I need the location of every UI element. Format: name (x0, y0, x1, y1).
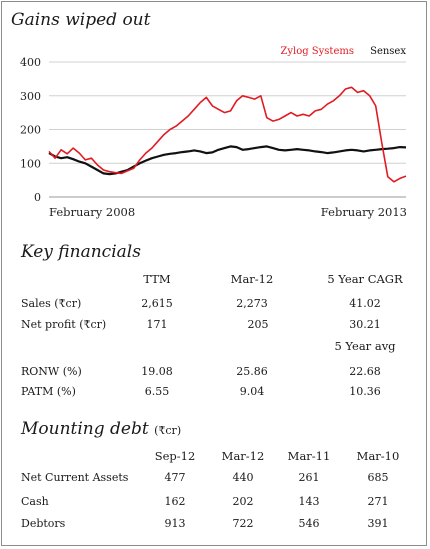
kf-cell: 2,615 (141, 297, 173, 310)
mounting-debt-unit: (₹cr) (154, 424, 182, 437)
kf-cell: 19.08 (141, 365, 173, 378)
x-label-start: February 2008 (49, 205, 135, 219)
md-cell: 440 (232, 471, 254, 484)
kf-cell: 205 (247, 318, 269, 331)
md-col: Mar-10 (356, 449, 400, 463)
md-cell: 391 (367, 517, 389, 530)
kf-col-mar12: Mar-12 (230, 272, 274, 286)
md-col: Mar-11 (287, 449, 331, 463)
md-cell: 162 (164, 495, 186, 508)
kf-cell: 30.21 (349, 318, 381, 331)
kf-col-ttm: TTM (143, 272, 171, 286)
y-tick-label: 200 (20, 124, 41, 137)
kf-cell: 25.86 (236, 365, 268, 378)
kf-subheader: 5 Year avg (334, 339, 396, 353)
kf-row-label: PATM (%) (21, 385, 76, 398)
md-row-label: Net Current Assets (21, 471, 129, 484)
line-chart: 0 100 200 300 400 February 2008 February 2013 S… (20, 46, 407, 219)
kf-row-label: Net profit (₹cr) (21, 318, 107, 331)
y-tick-label: 100 (20, 157, 41, 170)
kf-cell: 22.68 (349, 365, 381, 378)
kf-cell: 2,273 (236, 297, 268, 310)
md-row-label: Cash (21, 495, 49, 508)
mounting-debt-title-text: Mounting debt (21, 419, 149, 439)
y-tick-label: 400 (20, 56, 41, 69)
md-cell: 143 (298, 495, 320, 508)
key-financials-title: Key financials (21, 242, 141, 262)
y-tick-label: 0 (34, 191, 41, 204)
kf-col-cagr: 5 Year CAGR (327, 272, 403, 286)
x-label-end: February 2013 (321, 205, 407, 219)
kf-cell: 10.36 (349, 385, 381, 398)
legend-zylog: Zylog Systems (280, 46, 354, 57)
kf-cell: 41.02 (349, 297, 381, 310)
md-cell: 202 (232, 495, 254, 508)
kf-row-label: Sales (₹cr) (21, 297, 82, 310)
legend-sensex: Sensex (370, 46, 406, 57)
md-row-label: Debtors (21, 517, 66, 530)
mounting-debt-title: Mounting debt (₹cr) (21, 419, 181, 439)
md-cell: 261 (298, 471, 320, 484)
kf-row-label: RONW (%) (21, 365, 82, 378)
md-cell: 913 (164, 517, 186, 530)
series-line-zylog (48, 86, 407, 183)
md-cell: 271 (367, 495, 389, 508)
md-col: Sep-12 (154, 449, 196, 463)
md-cell: 546 (298, 517, 320, 530)
md-cell: 477 (164, 471, 186, 484)
md-col: Mar-12 (221, 449, 265, 463)
chart-title: Gains wiped out (11, 10, 151, 30)
kf-cell: 9.04 (239, 385, 265, 398)
kf-cell: 171 (146, 318, 168, 331)
md-cell: 722 (232, 517, 254, 530)
md-cell: 685 (367, 471, 389, 484)
kf-cell: 6.55 (144, 385, 170, 398)
y-tick-label: 300 (20, 90, 41, 103)
series-line-sensex (48, 145, 407, 176)
